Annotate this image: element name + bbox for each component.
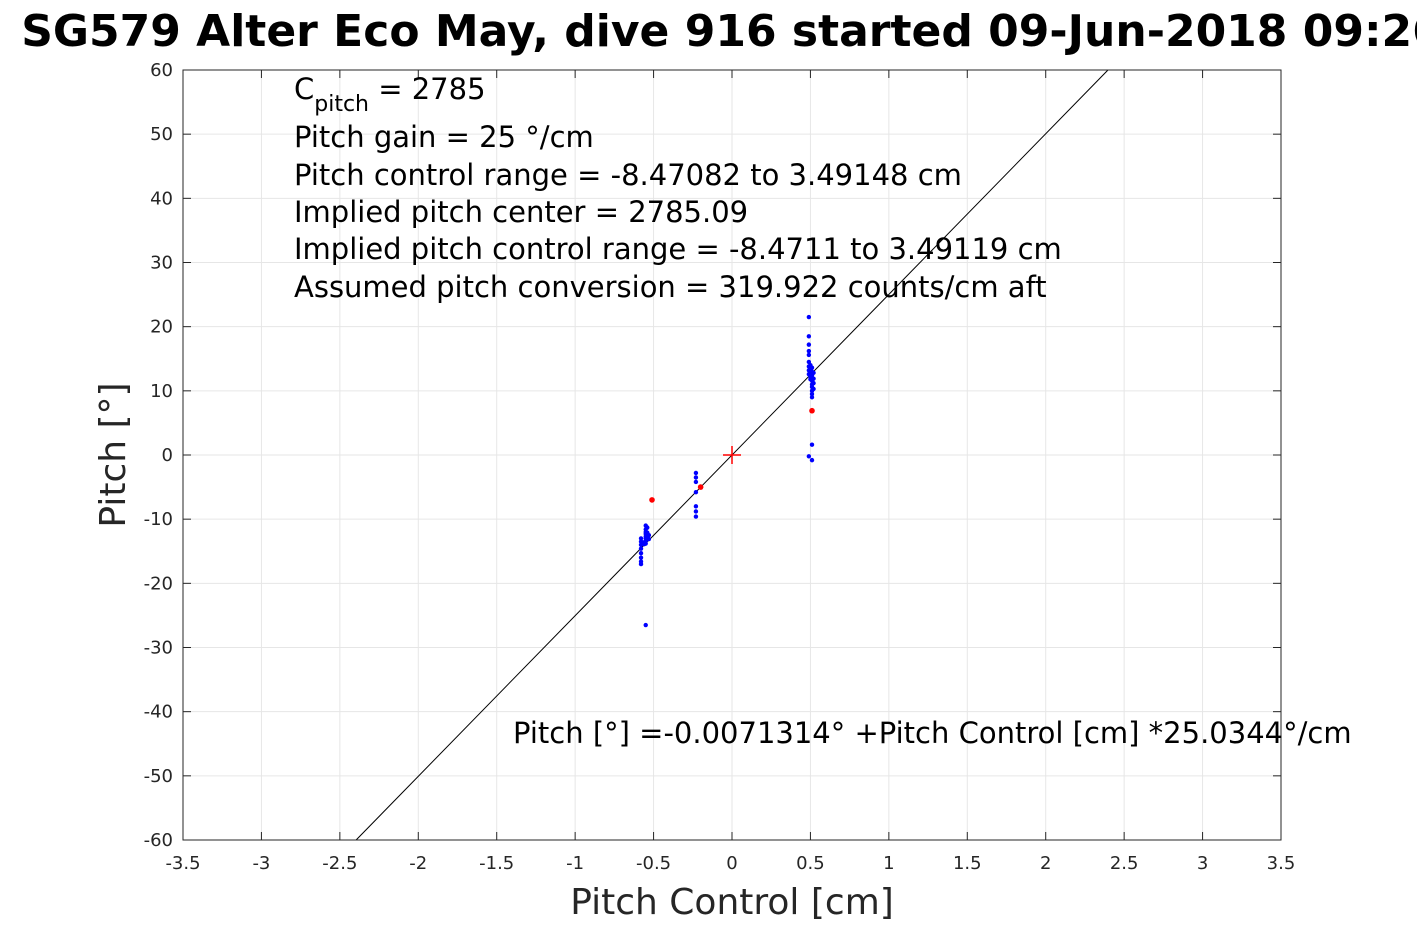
conversion-annotation: Assumed pitch conversion = 319.922 count… [294, 270, 1047, 304]
red-data-point [809, 407, 815, 414]
blue-data-point [638, 536, 644, 541]
data-points [638, 314, 816, 628]
x-tick-label: -2.5 [322, 853, 357, 874]
x-axis-label: Pitch Control [cm] [570, 882, 894, 923]
x-tick-label: 1 [883, 853, 894, 874]
blue-data-point [693, 490, 699, 495]
blue-data-point [693, 509, 699, 514]
center-marker-group [723, 446, 741, 464]
axis-ticks: -3.5 -3 -2.5 -2 -1.5 -1 -0.5 0 0.5 1 1.5 2 2.5 3 3.5 -6… [144, 60, 1296, 874]
blue-data-point [693, 470, 699, 476]
y-tick-label: 30 [150, 253, 173, 274]
x-tick-label: 3 [1197, 853, 1208, 874]
blue-data-point [646, 533, 652, 538]
x-tick-label: -1.5 [479, 853, 514, 874]
x-tick-label: 0 [726, 853, 737, 874]
y-tick-label: 20 [150, 317, 173, 338]
blue-data-point [806, 334, 812, 339]
blue-data-point [693, 479, 699, 485]
blue-data-point [638, 555, 644, 560]
blue-data-point [643, 622, 648, 628]
x-tick-label: 2 [1040, 853, 1051, 874]
cpitch-value: = 2785 [369, 72, 486, 106]
blue-data-point [693, 475, 699, 480]
blue-data-point [811, 380, 816, 386]
x-tick-label: 1.5 [953, 853, 982, 874]
y-tick-label: 40 [150, 188, 173, 209]
annotation-block: Cpitch = 2785 Pitch gain = 25 °/cm Pitch… [294, 72, 1062, 304]
cpitch-annotation: Cpitch = 2785 [294, 72, 486, 117]
blue-data-point [809, 391, 815, 397]
x-tick-label: -1 [566, 853, 584, 874]
blue-data-point [811, 386, 816, 392]
y-tick-label: 0 [162, 445, 173, 466]
red-data-point [649, 497, 655, 503]
blue-data-point [638, 546, 644, 551]
y-tick-label: 60 [150, 60, 173, 81]
y-tick-label: -30 [144, 638, 173, 659]
x-tick-label: -0.5 [636, 853, 671, 874]
blue-data-point [806, 454, 812, 459]
implied-range-annotation: Implied pitch control range = -8.4711 to… [294, 232, 1062, 266]
fit-equation-annotation: Pitch [°] =-0.0071314° +Pitch Control [c… [513, 716, 1352, 750]
y-tick-label: -60 [144, 830, 173, 851]
blue-data-point [809, 395, 815, 400]
chart-title: SG579 Alter Eco May, dive 916 started 09… [21, 6, 1417, 57]
pitch-gain-annotation: Pitch gain = 25 °/cm [294, 120, 594, 154]
control-range-annotation: Pitch control range = -8.47082 to 3.4914… [294, 158, 962, 192]
implied-center-annotation: Implied pitch center = 2785.09 [294, 195, 748, 229]
blue-data-point [645, 525, 650, 530]
blue-data-point [806, 342, 812, 347]
x-tick-label: -3 [252, 853, 270, 874]
blue-data-point [806, 314, 812, 320]
blue-data-point [809, 365, 815, 370]
blue-data-point [809, 457, 815, 463]
blue-data-point [811, 376, 816, 381]
blue-data-point [638, 561, 644, 567]
blue-data-point [638, 550, 644, 556]
y-tick-label: -10 [144, 509, 173, 530]
y-axis-label: Pitch [°] [93, 382, 134, 527]
blue-data-point [806, 352, 812, 358]
y-tick-label: -20 [144, 573, 173, 594]
blue-data-point [640, 540, 645, 545]
red-data-point [697, 484, 704, 490]
blue-data-point [693, 504, 699, 509]
x-tick-label: -2 [409, 853, 427, 874]
y-tick-label: -50 [144, 766, 173, 787]
blue-data-point [809, 442, 815, 447]
y-tick-label: 10 [150, 381, 173, 402]
x-tick-label: 0.5 [796, 853, 825, 874]
cpitch-subscript: pitch [314, 92, 369, 117]
cpitch-base: C [294, 72, 314, 106]
blue-data-point [646, 536, 652, 542]
x-tick-label: 3.5 [1267, 853, 1296, 874]
blue-data-point [693, 514, 699, 519]
blue-data-point [806, 348, 812, 354]
y-tick-label: 50 [150, 124, 173, 145]
x-tick-label: -3.5 [165, 853, 200, 874]
y-tick-label: -40 [144, 702, 173, 723]
blue-data-point [811, 370, 816, 376]
x-tick-label: 2.5 [1110, 853, 1139, 874]
